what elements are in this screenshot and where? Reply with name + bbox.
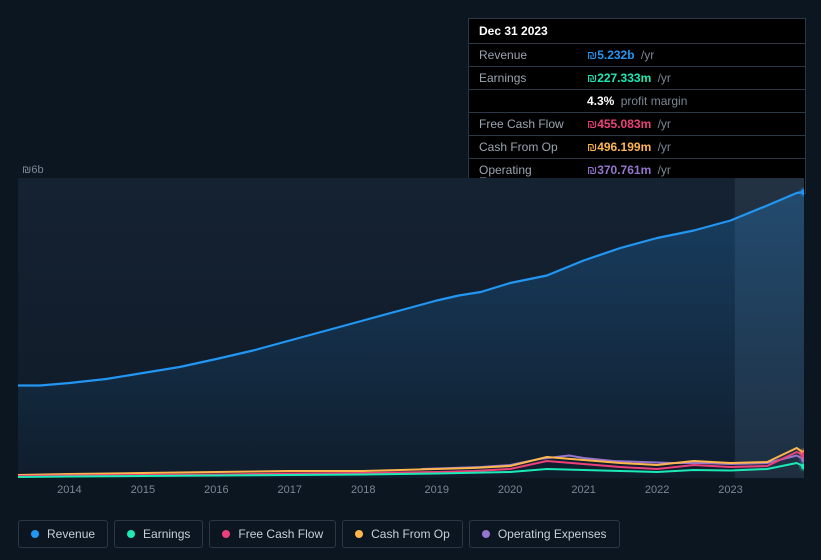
x-axis-label: 2023: [718, 484, 742, 496]
legend-item-cash_from_op[interactable]: Cash From Op: [342, 520, 463, 548]
tooltip-row-value: ₪5.232b /yr: [587, 44, 805, 66]
legend-dot-icon: [482, 530, 490, 538]
x-axis-label: 2022: [645, 484, 669, 496]
tooltip-row-value: 4.3% profit margin: [587, 90, 805, 112]
legend-dot-icon: [127, 530, 135, 538]
y-axis-label: ₪6b: [22, 164, 44, 176]
x-axis-label: 2015: [131, 484, 155, 496]
tooltip-row-label: [469, 90, 587, 112]
x-axis-label: 2020: [498, 484, 522, 496]
tooltip-row: Revenue₪5.232b /yr: [469, 44, 805, 67]
tooltip-row: 4.3% profit margin: [469, 90, 805, 113]
tooltip-row: Cash From Op₪496.199m /yr: [469, 136, 805, 159]
legend-item-earnings[interactable]: Earnings: [114, 520, 203, 548]
tooltip-row-value: ₪496.199m /yr: [587, 136, 805, 158]
legend-item-label: Revenue: [47, 527, 95, 541]
x-axis-label: 2017: [278, 484, 302, 496]
tooltip-row-label: Revenue: [469, 44, 587, 66]
tooltip-date: Dec 31 2023: [469, 19, 805, 44]
legend-item-free_cash_flow[interactable]: Free Cash Flow: [209, 520, 336, 548]
legend-dot-icon: [31, 530, 39, 538]
legend-item-revenue[interactable]: Revenue: [18, 520, 108, 548]
x-axis-label: 2019: [424, 484, 448, 496]
x-axis-label: 2014: [57, 484, 81, 496]
tooltip-row-value: ₪227.333m /yr: [587, 67, 805, 89]
legend-item-operating_expenses[interactable]: Operating Expenses: [469, 520, 620, 548]
x-axis-label: 2021: [571, 484, 595, 496]
chart-legend: Revenue Earnings Free Cash Flow Cash From O…: [18, 520, 620, 548]
legend-item-label: Operating Expenses: [498, 527, 607, 541]
x-axis-label: 2018: [351, 484, 375, 496]
tooltip-row-label: Earnings: [469, 67, 587, 89]
legend-item-label: Free Cash Flow: [238, 527, 323, 541]
legend-item-label: Cash From Op: [371, 527, 450, 541]
legend-item-label: Earnings: [143, 527, 190, 541]
tooltip-row-label: Cash From Op: [469, 136, 587, 158]
tooltip-row-label: Free Cash Flow: [469, 113, 587, 135]
tooltip-row: Earnings₪227.333m /yr: [469, 67, 805, 90]
tooltip-row: Free Cash Flow₪455.083m /yr: [469, 113, 805, 136]
legend-dot-icon: [222, 530, 230, 538]
financial-chart[interactable]: [18, 178, 804, 478]
legend-dot-icon: [355, 530, 363, 538]
x-axis-label: 2016: [204, 484, 228, 496]
chart-tooltip: Dec 31 2023 Revenue₪5.232b /yrEarnings₪2…: [468, 18, 806, 194]
tooltip-row-value: ₪455.083m /yr: [587, 113, 805, 135]
